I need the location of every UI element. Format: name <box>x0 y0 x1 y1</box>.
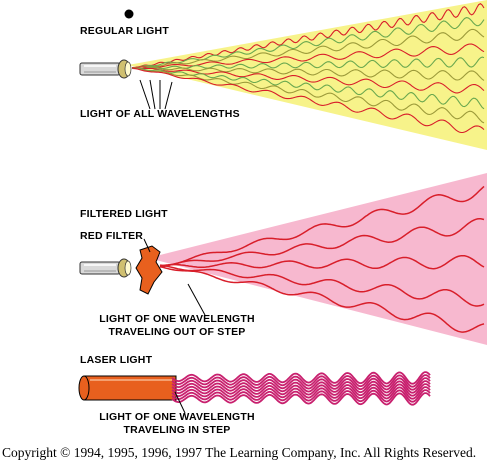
regular-light-beam <box>128 0 487 150</box>
regular-wave-line <box>131 28 485 69</box>
regular-wave-line <box>131 67 485 124</box>
filtered-caption-line1: LIGHT OF ONE WAVELENGTH <box>99 313 255 325</box>
laser-tube-icon <box>78 375 177 401</box>
regular-wave-line <box>131 17 485 70</box>
laser-wave-line <box>171 386 431 400</box>
regular-wave-line <box>132 3 485 69</box>
filtered-light-caption: LIGHT OF ONE WAVELENGTH TRAVELING OUT OF… <box>89 313 265 339</box>
filtered-light-waves <box>159 185 485 333</box>
filtered-wave-line <box>159 265 485 333</box>
filtered-wave-line <box>159 264 485 307</box>
regular-light-caption: LIGHT OF ALL WAVELENGTHS <box>80 108 240 120</box>
laser-wave-line <box>171 371 431 385</box>
bullet-dot <box>124 9 134 19</box>
filtered-wave-line <box>159 185 485 267</box>
laser-wave-line <box>171 383 431 397</box>
filtered-wave-line <box>159 218 485 268</box>
laser-caption-line2: TRAVELING IN STEP <box>123 424 231 436</box>
flashlight-icon <box>79 59 132 79</box>
regular-wave-line <box>131 56 485 70</box>
filtered-wave-line <box>159 254 485 270</box>
laser-wave-line <box>171 392 431 406</box>
filtered-caption-line2: TRAVELING OUT OF STEP <box>108 326 246 338</box>
filtered-light-beam <box>148 173 487 345</box>
regular-light-title: REGULAR LIGHT <box>80 25 169 37</box>
laser-wave-line <box>171 389 431 403</box>
laser-light-caption: LIGHT OF ONE WAVELENGTH TRAVELING IN STE… <box>89 411 265 437</box>
laser-wave-line <box>171 374 431 388</box>
laser-light-waves <box>171 371 431 406</box>
regular-light-waves <box>131 3 485 134</box>
filtered-light-title: FILTERED LIGHT <box>80 208 168 220</box>
laser-wave-line <box>171 380 431 394</box>
copyright-notice: Copyright © 1994, 1995, 1996, 1997 The L… <box>2 445 477 460</box>
pointer-lines <box>139 79 206 414</box>
laser-caption-line1: LIGHT OF ONE WAVELENGTH <box>99 411 255 423</box>
red-filter-icon <box>135 245 163 295</box>
flashlight-icon <box>79 258 132 278</box>
regular-wave-line <box>131 67 485 94</box>
regular-wave-line <box>131 67 485 81</box>
red-filter-label: RED FILTER <box>80 230 144 242</box>
regular-wave-line <box>131 67 485 134</box>
laser-wave-line <box>171 377 431 391</box>
regular-wave-line <box>131 43 485 69</box>
laser-light-title: LASER LIGHT <box>80 354 153 366</box>
